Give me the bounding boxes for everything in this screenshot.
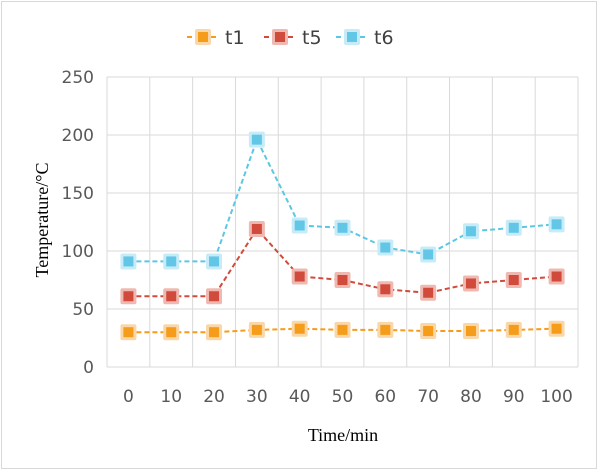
data-point-t5 [123,291,134,302]
data-point-t5 [551,271,562,282]
data-point-t6 [423,249,434,260]
data-point-t6 [337,222,348,233]
y-tick-label: 50 [72,300,94,320]
y-axis-title: Temperature/°C [32,163,52,278]
data-point-t6 [294,220,305,231]
y-tick-label: 100 [62,242,94,262]
x-tick-label: 100 [540,387,572,407]
x-axis-ticks: 0 10 20 30 40 50 60 70 80 90 100 [123,387,573,407]
data-point-t1 [294,323,305,334]
data-point-t1 [508,324,519,335]
x-axis-title: Time/min [308,425,378,445]
x-tick-label: 90 [503,387,525,407]
data-point-t1 [337,324,348,335]
y-tick-label: 250 [62,68,94,88]
data-point-t5 [251,223,262,234]
data-point-t1 [465,326,476,337]
legend-label-t1: t1 [225,27,245,49]
legend: t1 t5 t6 [187,27,394,49]
x-tick-label: 20 [203,387,225,407]
data-point-t6 [166,256,177,267]
data-point-t1 [251,324,262,335]
data-point-t5 [380,284,391,295]
series-layer [120,131,565,341]
data-point-t5 [508,275,519,285]
grid [106,76,579,368]
x-tick-label: 60 [374,387,396,407]
data-point-t1 [209,327,220,338]
series-line-t1 [128,327,557,334]
data-point-t1 [123,327,134,338]
y-tick-label: 150 [62,184,94,204]
data-point-t1 [551,323,562,334]
data-point-t6 [508,222,519,233]
x-tick-label: 80 [460,387,482,407]
x-tick-label: 70 [417,387,439,407]
y-tick-label: 0 [83,358,94,378]
data-point-t6 [380,242,391,253]
data-point-t5 [465,278,476,289]
x-tick-label: 30 [246,387,268,407]
x-tick-label: 50 [332,387,354,407]
data-point-t6 [465,226,476,237]
legend-marker-t1 [198,32,208,42]
data-point-t1 [166,327,177,338]
data-point-t6 [551,219,562,230]
legend-marker-t6 [347,32,357,42]
data-point-t6 [209,256,220,267]
data-point-t5 [294,271,305,282]
data-point-t1 [380,324,391,335]
data-point-t5 [337,275,348,285]
y-axis-ticks: 0 50 100 150 200 250 [62,68,94,378]
data-point-t5 [166,291,177,302]
data-point-t1 [423,326,434,337]
x-tick-label: 10 [160,387,182,407]
legend-label-t5: t5 [302,27,322,49]
x-tick-label: 40 [289,387,311,407]
data-point-t6 [251,134,262,145]
data-point-t5 [209,291,220,302]
legend-label-t6: t6 [374,27,394,49]
data-point-t6 [123,256,134,267]
x-tick-label: 0 [123,387,134,407]
y-tick-label: 200 [62,126,94,146]
data-point-t5 [423,287,434,298]
legend-marker-t5 [275,32,285,42]
